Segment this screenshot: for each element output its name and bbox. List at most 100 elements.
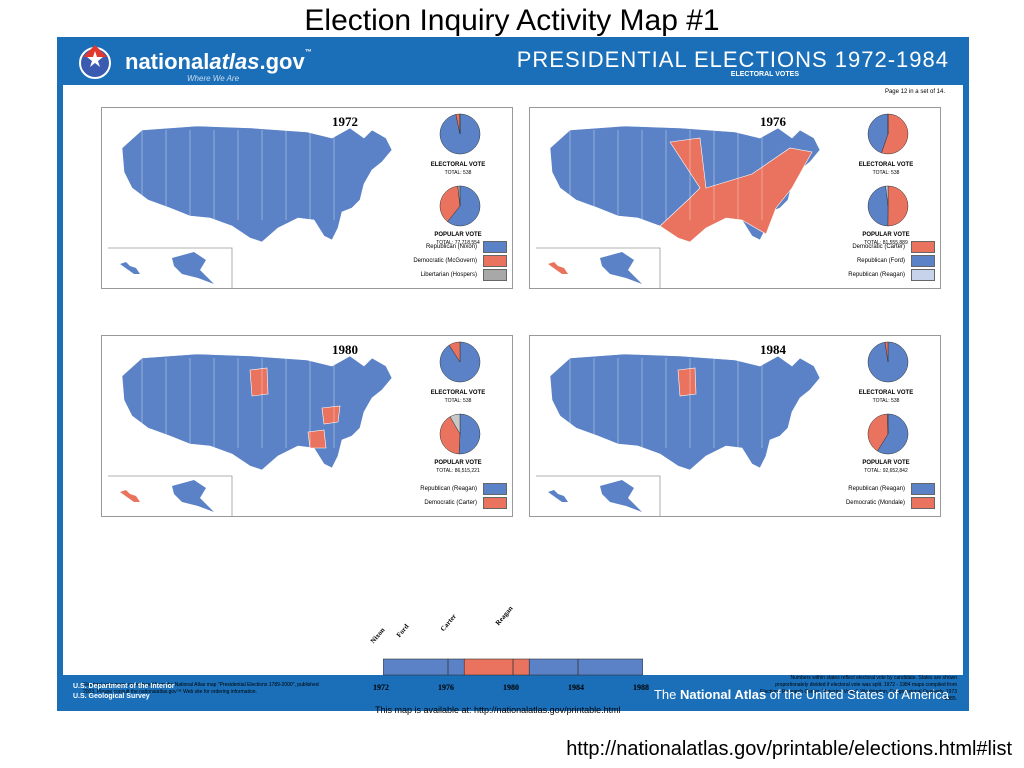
- democratic-states: [677, 367, 697, 397]
- map-legend: Republican (Reagan) Democratic (Mondale): [785, 482, 935, 510]
- hawaii-shape: [120, 490, 140, 502]
- electoral-vote-label: ELECTORAL VOTE: [858, 390, 914, 396]
- footer-agency: U.S. Department of the Interior U.S. Geo…: [73, 683, 175, 700]
- popular-vote-pie: [439, 413, 481, 455]
- popular-vote-total: TOTAL: 77,718,554: [436, 240, 480, 246]
- inset-border: [536, 247, 661, 288]
- legend-label: Libertarian (Hospers): [420, 272, 477, 278]
- popular-vote-total: TOTAL: 81,555,889: [864, 240, 908, 246]
- timeline-year-label: 1988: [633, 683, 649, 692]
- legend-swatch: [911, 241, 935, 253]
- legend-item: Republican (Reagan): [357, 482, 507, 496]
- source-url[interactable]: http://nationalatlas.gov/printable/elect…: [566, 738, 1012, 760]
- us-electoral-map: [108, 353, 393, 516]
- popular-vote-total: TOTAL: 92,652,842: [864, 468, 908, 474]
- note-right: Numbers within states reflect electoral …: [760, 675, 957, 702]
- timeline-year-label: 1972: [373, 683, 389, 692]
- hawaii-shape: [548, 262, 568, 274]
- timeline-candidate-label: Nixon: [368, 626, 387, 645]
- pie-slice: [449, 413, 461, 435]
- pie-slice: [439, 416, 461, 455]
- legend-label: Republican (Nixon): [425, 244, 477, 250]
- pie-slice: [867, 185, 889, 227]
- pie-slice: [887, 185, 909, 227]
- map-legend: Democratic (Carter) Republican (Ford) Repu…: [785, 240, 935, 282]
- electoral-vote-label: ELECTORAL VOTE: [430, 162, 486, 168]
- pie-slice: [877, 413, 909, 455]
- democratic-states: [307, 429, 327, 449]
- hawaii-shape: [548, 490, 568, 502]
- slide-title: Election Inquiry Activity Map #1: [304, 4, 720, 37]
- hawaii-shape: [120, 262, 140, 274]
- pie-slice: [885, 185, 889, 207]
- legend-swatch: [911, 497, 935, 509]
- legend-swatch: [483, 269, 507, 281]
- popular-vote-total: TOTAL: 86,515,221: [436, 468, 480, 474]
- popular-vote-pie: [867, 413, 909, 455]
- us-electoral-map: [108, 125, 393, 288]
- popular-vote-label: POPULAR VOTE: [434, 232, 482, 238]
- alaska-shape: [600, 252, 642, 284]
- timeline-year-label: 1976: [438, 683, 454, 692]
- logo-wordmark: nationalatlas.gov™: [125, 49, 312, 74]
- legend-label: Democratic (McGovern): [413, 258, 477, 264]
- usa-shape: [121, 125, 393, 243]
- inset-border: [108, 475, 233, 516]
- legend-swatch: [911, 483, 935, 495]
- legend-item: Democratic (Carter): [785, 240, 935, 254]
- legend-label: Republican (Reagan): [420, 486, 477, 492]
- us-electoral-map: [536, 353, 821, 516]
- electoral-vote-pie: [867, 113, 909, 155]
- map-legend: Republican (Reagan) Democratic (Carter): [357, 482, 507, 510]
- popular-vote-label: POPULAR VOTE: [434, 460, 482, 466]
- timeline-year-label: 1980: [503, 683, 519, 692]
- legend-item: Republican (Nixon): [357, 240, 507, 254]
- legend-item: Libertarian (Hospers): [357, 268, 507, 282]
- map-panel-1976: 1976 ELECTORAL VOTE TOTAL: 538 POPULAR VOTE…: [529, 107, 941, 289]
- legend-label: Democratic (Carter): [424, 500, 477, 506]
- panel-year: 1980: [332, 342, 358, 357]
- timeline-segment: [463, 658, 530, 676]
- pie-slice: [886, 413, 889, 435]
- alaska-shape: [172, 252, 214, 284]
- electoral-vote-label: ELECTORAL VOTE: [858, 162, 914, 168]
- panel-year: 1976: [760, 114, 786, 129]
- legend-item: Republican (Reagan): [785, 268, 935, 282]
- logo-tagline: Where We Are: [187, 74, 240, 83]
- timeline-year-label: 1984: [568, 683, 584, 692]
- democratic-states: [321, 405, 341, 425]
- legend-item: Republican (Ford): [785, 254, 935, 268]
- democratic-states: [249, 367, 269, 397]
- legend-swatch: [911, 269, 935, 281]
- legend-swatch: [483, 255, 507, 267]
- legend-item: Democratic (McGovern): [357, 254, 507, 268]
- electoral-vote-pie: [439, 341, 481, 383]
- legend-label: Republican (Ford): [856, 258, 905, 264]
- poster-subtitle: ELECTORAL VOTES: [730, 71, 799, 78]
- electoral-vote-total: TOTAL: 538: [872, 398, 900, 404]
- page-note: Page 12 in a set of 14.: [884, 89, 945, 95]
- legend-swatch: [483, 497, 507, 509]
- poster-title: PRESIDENTIAL ELECTIONS 1972-1984: [516, 47, 949, 72]
- electoral-vote-label: ELECTORAL VOTE: [430, 390, 486, 396]
- panel-year: 1972: [332, 114, 358, 129]
- timeline-candidate-label: Carter: [439, 612, 459, 633]
- legend-swatch: [911, 255, 935, 267]
- electoral-vote-pie: [439, 113, 481, 155]
- timeline-candidate-label: Ford: [394, 622, 411, 639]
- panel-year: 1984: [760, 342, 786, 357]
- pie-slice: [867, 113, 889, 154]
- us-electoral-map: [536, 125, 821, 288]
- legend-item: Democratic (Mondale): [785, 496, 935, 510]
- popular-vote-pie: [439, 185, 481, 227]
- alaska-shape: [600, 480, 642, 512]
- map-panel-1980: 1980 ELECTORAL VOTE TOTAL: 538 POPULAR VOTE…: [101, 335, 513, 517]
- timeline-candidate-label: Reagan: [493, 604, 515, 627]
- logo-icon: [79, 45, 111, 79]
- pie-slice: [457, 185, 461, 207]
- pie-slice: [867, 413, 889, 452]
- poster-body: Page 12 in a set of 14. 1972 ELECTORAL VO…: [63, 85, 963, 715]
- legend-label: Democratic (Mondale): [845, 500, 905, 506]
- electoral-vote-total: TOTAL: 538: [872, 170, 900, 176]
- map-legend: Republican (Nixon) Democratic (McGovern) L…: [357, 240, 507, 282]
